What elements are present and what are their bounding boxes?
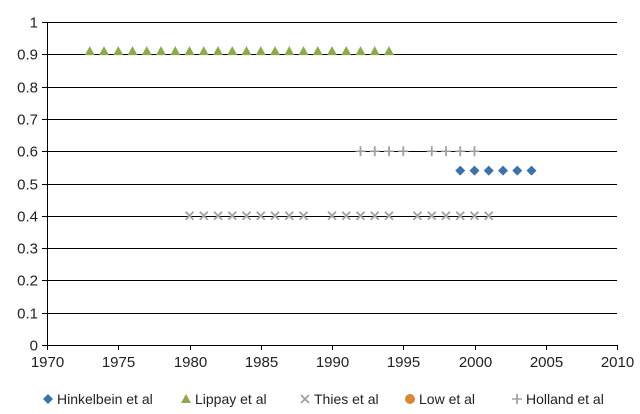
data-point (170, 46, 181, 56)
x-tick-label: 2005 (530, 354, 563, 371)
y-tick-label: 0.6 (17, 144, 38, 161)
data-point (484, 211, 494, 221)
legend-label: Thies et al (314, 391, 379, 407)
data-point (227, 46, 238, 56)
data-point (455, 165, 466, 176)
data-point (526, 165, 537, 176)
legend-marker (405, 394, 415, 404)
x-tick-label: 1975 (102, 354, 135, 371)
y-tick-label: 0.7 (17, 112, 38, 129)
data-point (227, 211, 237, 221)
x-tick-labels: 1970 1975 1980 1985 1990 1995 2000 2005 2010 (31, 354, 634, 371)
data-point (426, 146, 437, 157)
y-tick-labels: 0 0.1 0.2 0.3 0.4 0.5 0.6 0.7 0.8 0.9 1 (17, 15, 38, 355)
data-point (341, 46, 352, 56)
data-point (298, 211, 309, 221)
legend-marker (181, 394, 191, 403)
data-point (355, 46, 366, 56)
data-point (370, 211, 380, 221)
axes (42, 22, 618, 350)
legend-marker (300, 394, 310, 404)
data-point (427, 211, 437, 221)
x-tick-label: 2010 (601, 354, 634, 371)
data-point (455, 146, 466, 157)
data-point (99, 46, 109, 56)
data-point (483, 165, 494, 176)
data-point (184, 211, 195, 221)
data-point (198, 46, 209, 56)
data-point (241, 46, 252, 56)
data-point (312, 46, 323, 56)
legend: Hinkelbein et al Lippay et al Thies et al L… (43, 391, 604, 407)
data-point (341, 211, 351, 221)
legend-label: Low et al (419, 391, 475, 407)
data-point (284, 211, 294, 221)
data-point (213, 211, 223, 221)
data-point (199, 211, 209, 221)
y-tick-label: 0.4 (17, 209, 38, 226)
data-point (469, 211, 480, 221)
data-point (384, 211, 394, 221)
data-point (256, 211, 266, 221)
data-point (298, 46, 309, 56)
data-point (469, 146, 480, 157)
data-point (213, 46, 223, 56)
legend-label: Lippay et al (195, 391, 267, 407)
x-tick-label: 1985 (245, 354, 278, 371)
data-point (369, 46, 380, 56)
data-point (355, 211, 366, 221)
data-point (113, 46, 124, 56)
x-tick-label: 1995 (387, 354, 420, 371)
data-point (384, 146, 394, 157)
legend-label: Holland et al (526, 391, 604, 407)
data-point (84, 46, 95, 56)
data-point (270, 46, 280, 56)
data-point (141, 46, 152, 56)
data-point (384, 46, 394, 56)
x-tick-label: 1980 (174, 354, 207, 371)
data-point (412, 211, 423, 221)
y-tick-label: 0.3 (17, 241, 38, 258)
data-point (127, 46, 138, 56)
data-point (355, 146, 366, 157)
data-point (184, 46, 195, 56)
data-point (441, 211, 451, 221)
legend-marker (512, 394, 522, 404)
data-point (327, 211, 337, 221)
x-tick-label: 2000 (459, 354, 492, 371)
data-points (84, 46, 537, 221)
y-tick-label: 0.9 (17, 47, 38, 64)
y-tick-label: 0.2 (17, 273, 38, 290)
data-point (498, 165, 508, 176)
data-point (270, 211, 280, 221)
data-point (441, 146, 451, 157)
legend-label: Hinkelbein et al (57, 391, 153, 407)
y-tick-label: 0.5 (17, 177, 38, 194)
x-tick-label: 1990 (316, 354, 349, 371)
data-point (512, 165, 523, 176)
data-point (241, 211, 252, 221)
legend-marker (43, 394, 53, 404)
y-tick-label: 0.8 (17, 80, 38, 97)
data-point (455, 211, 465, 221)
y-tick-label: 1 (30, 15, 38, 32)
y-tick-label: 0 (30, 338, 38, 355)
data-point (255, 46, 266, 56)
data-point (156, 46, 166, 56)
data-point (327, 46, 337, 56)
x-tick-label: 1970 (31, 354, 64, 371)
data-point (398, 146, 409, 157)
y-tick-label: 0.1 (17, 306, 38, 323)
data-point (284, 46, 295, 56)
data-point (369, 146, 380, 157)
data-point (469, 165, 480, 176)
